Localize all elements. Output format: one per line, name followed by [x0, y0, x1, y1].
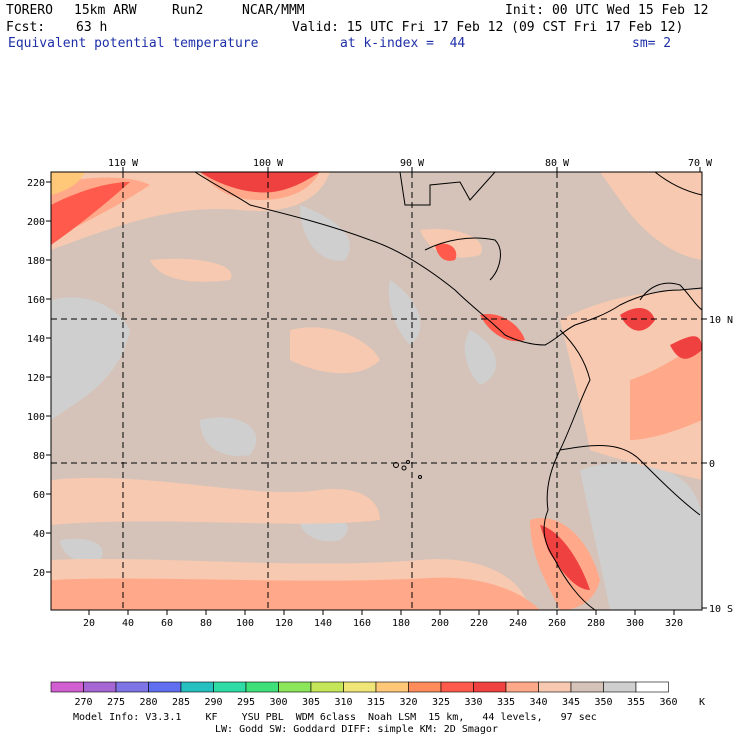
x-label: 20 — [83, 618, 95, 629]
valid-time: Valid: 15 UTC Fri 17 Feb 12 (09 CST Fri … — [292, 20, 684, 35]
colorbar-label: 350 — [594, 697, 612, 708]
colorbar-label: 295 — [237, 697, 255, 708]
bottom-axis-labels: 20 40 60 80 100 120 140 160 180 200 220 … — [83, 618, 683, 629]
x-label: 280 — [587, 618, 605, 629]
colorbar-label: 355 — [627, 697, 645, 708]
colorbar-label: 285 — [172, 697, 190, 708]
colorbar-swatch — [245, 681, 279, 693]
colorbar-label: 330 — [464, 697, 482, 708]
right-axis-labels: 10 N 0 10 S — [709, 315, 733, 615]
lat-label-10n: 10 N — [709, 315, 733, 326]
map-frame — [50, 171, 703, 611]
colorbar-swatch — [635, 681, 669, 693]
smoothing-info: sm= 2 — [632, 36, 672, 51]
y-label: 40 — [33, 529, 45, 540]
x-label: 320 — [665, 618, 683, 629]
x-label: 180 — [392, 618, 410, 629]
colorbar-swatch — [115, 681, 149, 693]
y-label: 100 — [27, 412, 45, 423]
lat-label-10s: 10 S — [709, 604, 733, 615]
init-time: Init: 00 UTC Wed 15 Feb 12 — [505, 3, 709, 18]
coastlines — [194, 172, 702, 610]
y-label: 200 — [27, 217, 45, 228]
colorbar-label: 325 — [432, 697, 450, 708]
colorbar-swatch — [310, 681, 344, 693]
colorbar-label: 320 — [399, 697, 417, 708]
y-label: 20 — [33, 568, 45, 579]
colorbar-swatch — [50, 681, 84, 693]
physics-info: LW: Godd SW: Goddard DIFF: simple KM: 2D… — [215, 724, 498, 735]
forecast-label: Fcst: — [6, 20, 46, 35]
colorbar-label: 280 — [139, 697, 157, 708]
axis-ticks — [46, 167, 707, 615]
top-axis-labels: 110 W 100 W 90 W 80 W 70 W — [108, 158, 713, 169]
model-info: Model Info: V3.3.1 KF YSU PBL WDM 6class… — [73, 712, 597, 723]
colorbar-label: 305 — [302, 697, 320, 708]
colorbar-swatch — [180, 681, 214, 693]
colorbar: 270 275 280 285 290 295 300 305 310 315 320 325 330 3… — [50, 681, 678, 708]
y-label: 80 — [33, 451, 45, 462]
colorbar-label: 290 — [204, 697, 222, 708]
x-label: 300 — [626, 618, 644, 629]
colorbar-label: 360 — [659, 697, 677, 708]
lon-label-80w: 80 W — [545, 158, 570, 169]
colorbar-label: 315 — [367, 697, 385, 708]
left-axis-labels: 220 200 180 160 140 120 100 80 60 40 20 — [27, 178, 45, 579]
forecast-hours: 63 h — [76, 20, 108, 35]
colorbar-swatch — [603, 681, 637, 693]
model-name: TORERO — [6, 3, 53, 18]
colorbar-swatch — [148, 681, 182, 693]
x-label: 220 — [470, 618, 488, 629]
lon-label-110w: 110 W — [108, 158, 139, 169]
colorbar-swatch — [278, 681, 312, 693]
x-label: 60 — [161, 618, 173, 629]
colorbar-swatch — [440, 681, 474, 693]
level-info: at k-index = 44 — [340, 36, 466, 51]
y-label: 180 — [27, 256, 45, 267]
y-label: 60 — [33, 490, 45, 501]
x-label: 40 — [122, 618, 134, 629]
colorbar-swatch — [473, 681, 507, 693]
colorbar-swatch — [375, 681, 409, 693]
colorbar-label: 340 — [529, 697, 547, 708]
lon-label-90w: 90 W — [400, 158, 425, 169]
colorbar-swatch — [213, 681, 247, 693]
colorbar-label: 335 — [497, 697, 515, 708]
colorbar-swatch — [505, 681, 539, 693]
colorbar-label: 270 — [74, 697, 92, 708]
x-label: 260 — [548, 618, 566, 629]
resolution: 15km ARW — [74, 3, 137, 18]
lon-label-100w: 100 W — [253, 158, 284, 169]
x-label: 160 — [353, 618, 371, 629]
colorbar-label: 345 — [562, 697, 580, 708]
x-label: 80 — [200, 618, 212, 629]
x-label: 140 — [314, 618, 332, 629]
colorbar-swatch — [408, 681, 442, 693]
colorbar-label: 300 — [269, 697, 287, 708]
field-shading — [51, 172, 702, 610]
colorbar-swatch — [538, 681, 572, 693]
lat-lon-gridlines — [51, 172, 702, 610]
run-label: Run2 — [172, 3, 204, 18]
x-label: 120 — [275, 618, 293, 629]
colorbar-swatch — [83, 681, 117, 693]
x-label: 200 — [431, 618, 449, 629]
y-label: 160 — [27, 295, 45, 306]
x-label: 100 — [236, 618, 254, 629]
org-label: NCAR/MMM — [242, 3, 305, 18]
colorbar-swatch — [343, 681, 377, 693]
y-label: 120 — [27, 373, 45, 384]
lon-label-70w: 70 W — [688, 158, 713, 169]
y-label: 140 — [27, 334, 45, 345]
x-label: 240 — [509, 618, 527, 629]
colorbar-unit: K — [699, 697, 705, 708]
lat-label-0: 0 — [709, 459, 715, 470]
field-name: Equivalent potential temperature — [8, 36, 259, 51]
colorbar-label: 275 — [107, 697, 125, 708]
colorbar-label: 310 — [334, 697, 352, 708]
colorbar-swatch — [570, 681, 604, 693]
y-label: 220 — [27, 178, 45, 189]
